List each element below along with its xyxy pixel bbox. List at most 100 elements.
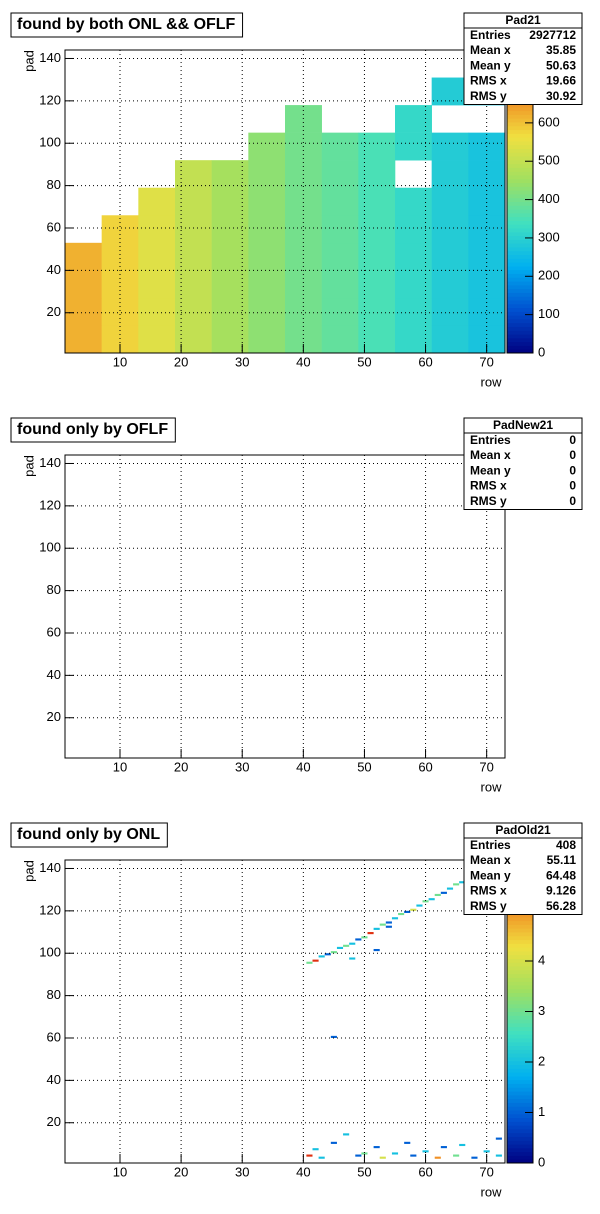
colorbar-tick-label: 1 <box>538 1104 545 1119</box>
heat-cell <box>431 215 469 244</box>
heat-cell <box>373 1146 380 1149</box>
heat-cell <box>211 325 249 354</box>
colorbar-step <box>507 205 533 210</box>
colorbar-step <box>507 1011 533 1016</box>
heat-cell <box>248 270 286 299</box>
heat-cell <box>324 953 331 956</box>
stats-label: RMS x <box>470 74 507 88</box>
colorbar-step <box>507 1075 533 1081</box>
x-tick-label: 70 <box>479 1164 493 1179</box>
heat-cell <box>65 325 102 354</box>
colorbar-step <box>507 916 533 922</box>
heat-cell <box>248 132 286 161</box>
stats-value: 0 <box>569 463 576 477</box>
colorbar-step <box>507 1147 533 1153</box>
y-tick-label: 100 <box>39 945 61 960</box>
x-tick-label: 20 <box>174 759 188 774</box>
heat-cell <box>385 925 392 928</box>
colorbar-step <box>507 1041 533 1047</box>
heat-cell <box>138 242 176 271</box>
title-box <box>10 12 244 38</box>
y-tick-label: 100 <box>39 540 61 555</box>
colorbar-step <box>507 969 533 975</box>
y-tick-label: 100 <box>39 135 61 150</box>
colorbar-step <box>507 1026 533 1031</box>
heat-cell <box>138 187 176 216</box>
colorbar-step <box>507 277 533 282</box>
heat-cell <box>446 887 454 890</box>
stats-name: Pad21 <box>505 13 541 27</box>
colorbar-step <box>507 209 533 214</box>
y-tick-label: 20 <box>47 1114 61 1129</box>
heat-cell <box>395 270 432 299</box>
heat-cell <box>395 325 432 354</box>
x-tick-label: 10 <box>113 1164 127 1179</box>
colorbar-step <box>507 1121 533 1126</box>
colorbar-step <box>507 125 533 131</box>
heat-cell <box>306 1154 313 1157</box>
colorbar-tick-label: 500 <box>538 153 560 168</box>
heat-cell <box>175 270 212 299</box>
heat-cell <box>431 270 469 299</box>
stats-name: PadNew21 <box>493 418 553 432</box>
heat-cell <box>431 297 469 326</box>
colorbar-step <box>507 1072 533 1077</box>
colorbar-step <box>507 1015 533 1020</box>
plot-frame <box>64 49 506 354</box>
x-tick-label: 20 <box>174 1164 188 1179</box>
colorbar-step <box>507 950 533 956</box>
stats-label: Mean x <box>470 853 511 867</box>
colorbar-step <box>507 121 533 127</box>
heat-cell <box>343 944 350 947</box>
heat-cell <box>65 270 102 299</box>
heat-cell <box>248 242 286 271</box>
y-axis-label: pad <box>21 455 36 477</box>
heat-cell <box>318 1156 325 1159</box>
colorbar-step <box>507 296 533 301</box>
stats-label: Mean x <box>470 448 511 462</box>
stats-value: 0 <box>569 448 576 462</box>
colorbar-step <box>507 1091 533 1096</box>
y-tick-label: 40 <box>47 667 61 682</box>
colorbar-step <box>507 1049 533 1054</box>
colorbar-tick-label: 100 <box>538 306 560 321</box>
heat-cell <box>453 883 460 886</box>
colorbar-step <box>507 140 533 146</box>
colorbar-step <box>507 193 533 199</box>
colorbar-step <box>507 129 533 134</box>
colorbar-tick-label: 300 <box>538 229 560 244</box>
heat-cell <box>404 1141 411 1144</box>
colorbar-step <box>507 1094 533 1100</box>
y-axis-label: pad <box>21 860 36 882</box>
heat-cell <box>468 187 506 216</box>
heat-cell <box>285 270 322 299</box>
colorbar-tick-label: 400 <box>538 191 560 206</box>
colorbar-step <box>507 943 533 948</box>
colorbar-step <box>507 1053 533 1058</box>
colorbar-step <box>507 1106 533 1111</box>
chart-title: found only by OFLF <box>17 421 168 438</box>
heat-cell <box>358 242 396 271</box>
heat-cell <box>410 908 417 911</box>
y-tick-label: 80 <box>47 177 61 192</box>
colorbar-step <box>507 924 533 929</box>
colorbar-step <box>507 1128 533 1134</box>
colorbar-step <box>507 981 533 986</box>
colorbar-step <box>507 1151 533 1156</box>
heat-cell <box>285 187 322 216</box>
colorbar-step <box>507 1117 533 1122</box>
stats-label: Mean y <box>470 868 511 882</box>
colorbar-step <box>507 1159 533 1164</box>
heat-cell <box>385 921 392 924</box>
colorbar-step <box>507 118 533 123</box>
heat-cell <box>358 215 396 244</box>
title-box <box>10 417 176 443</box>
heat-cell <box>440 1146 447 1149</box>
colorbar-step <box>507 174 533 180</box>
heat-cell <box>358 325 396 354</box>
heat-cell <box>431 187 469 216</box>
heat-cell <box>358 297 396 326</box>
stats-value: 56.28 <box>546 899 576 913</box>
heat-cell <box>391 917 399 920</box>
x-tick-label: 10 <box>113 354 127 369</box>
